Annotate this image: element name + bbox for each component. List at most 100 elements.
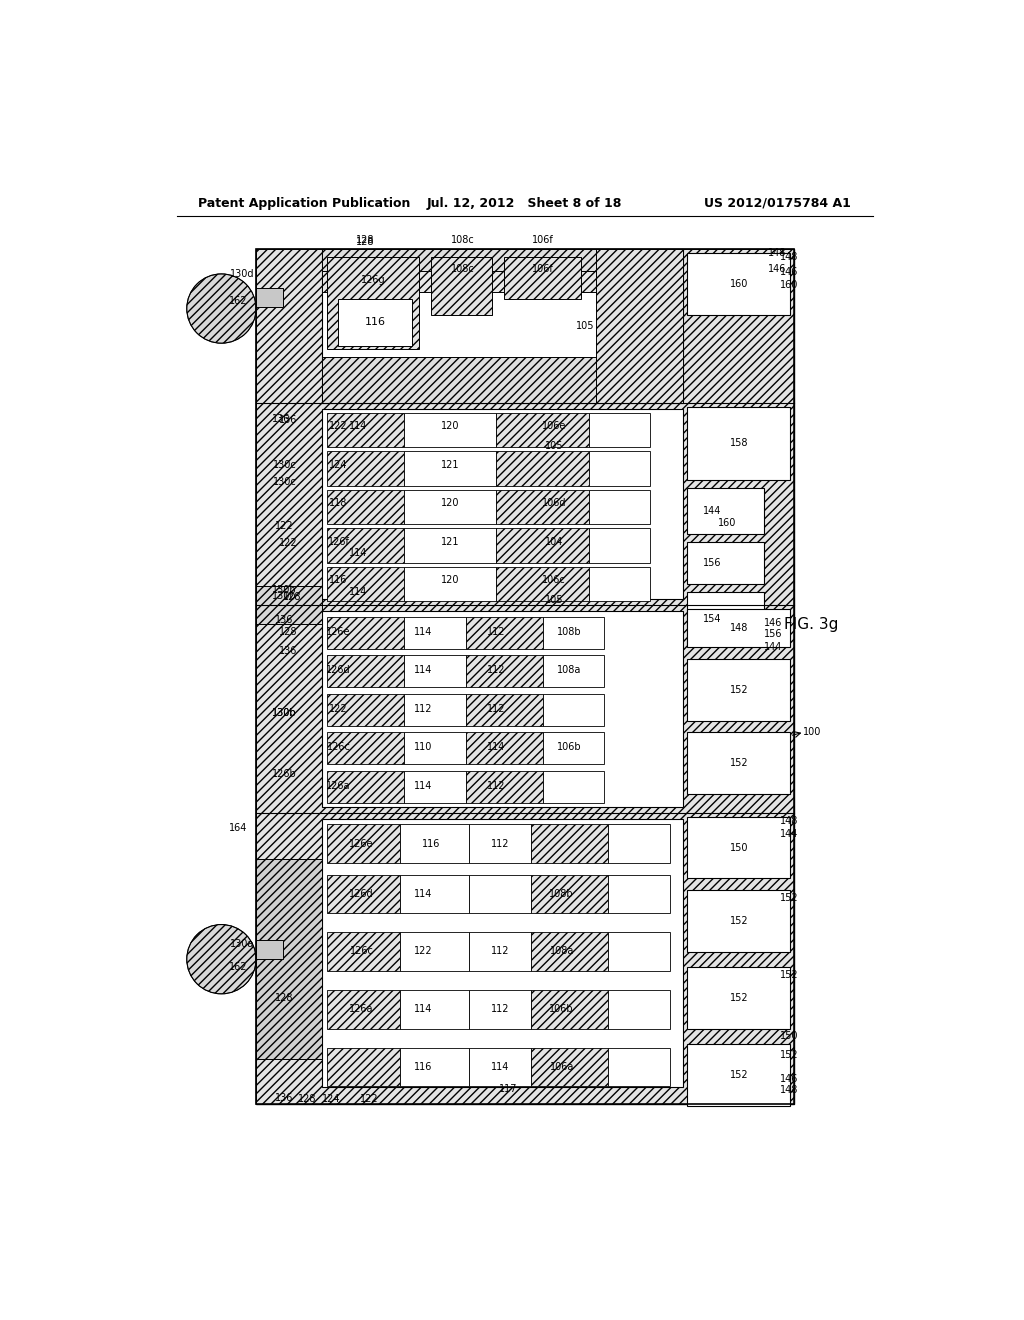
Bar xyxy=(256,586,322,624)
Bar xyxy=(322,818,683,1088)
Text: 150: 150 xyxy=(779,1031,798,1041)
Bar xyxy=(686,543,764,585)
Text: 130a: 130a xyxy=(230,939,254,949)
Bar xyxy=(469,932,531,970)
Bar xyxy=(256,249,795,1104)
Text: 104: 104 xyxy=(545,537,563,546)
Text: 112: 112 xyxy=(487,704,506,714)
Text: 162: 162 xyxy=(229,296,248,306)
Text: FIG. 3g: FIG. 3g xyxy=(783,616,838,632)
Bar xyxy=(256,249,795,1104)
Text: 126a: 126a xyxy=(327,781,350,791)
Text: 130b: 130b xyxy=(272,708,297,718)
Text: 112: 112 xyxy=(487,665,506,676)
Text: 136: 136 xyxy=(280,647,298,656)
Text: 126d: 126d xyxy=(327,665,351,676)
Text: 112: 112 xyxy=(490,946,509,957)
Text: 112: 112 xyxy=(487,781,506,791)
Text: 146: 146 xyxy=(768,264,786,273)
Text: 152: 152 xyxy=(779,1051,799,1060)
Bar xyxy=(686,407,791,480)
Text: 128: 128 xyxy=(280,627,298,638)
Bar xyxy=(403,451,497,486)
Bar xyxy=(327,566,403,601)
Bar xyxy=(256,813,795,1104)
Bar xyxy=(543,616,604,649)
Text: 148: 148 xyxy=(768,248,786,259)
Text: 112: 112 xyxy=(487,627,506,638)
Bar xyxy=(543,733,604,764)
Bar xyxy=(686,1044,791,1105)
Bar xyxy=(327,655,403,688)
Text: 144: 144 xyxy=(764,643,782,652)
Text: 120: 120 xyxy=(441,499,460,508)
Text: 156: 156 xyxy=(764,630,782,639)
Bar xyxy=(403,412,497,447)
Text: 122: 122 xyxy=(360,1094,379,1105)
Text: 124: 124 xyxy=(322,1094,340,1105)
Text: 148: 148 xyxy=(779,816,798,825)
Text: 108c: 108c xyxy=(452,264,475,273)
Text: 136: 136 xyxy=(275,1093,294,1102)
Text: 126e: 126e xyxy=(327,627,350,638)
Text: 108b: 108b xyxy=(550,888,574,899)
Bar xyxy=(403,693,466,726)
Text: 128: 128 xyxy=(356,235,375,246)
Bar xyxy=(327,616,403,649)
Text: 152: 152 xyxy=(729,993,749,1003)
Text: 112: 112 xyxy=(490,1005,509,1014)
Bar xyxy=(403,771,466,803)
Text: 122: 122 xyxy=(275,521,294,532)
Text: 136: 136 xyxy=(280,416,298,425)
Bar xyxy=(400,874,469,913)
Bar xyxy=(339,300,412,346)
Bar xyxy=(686,966,791,1028)
Text: 116: 116 xyxy=(330,576,347,585)
Bar xyxy=(400,1048,469,1086)
Bar xyxy=(469,825,531,863)
Bar xyxy=(543,655,604,688)
Bar xyxy=(531,1048,608,1086)
Text: 116: 116 xyxy=(422,838,440,849)
Bar xyxy=(256,404,795,605)
Text: 146: 146 xyxy=(779,268,798,277)
Text: 106c: 106c xyxy=(542,576,566,585)
Text: 136: 136 xyxy=(271,413,290,424)
Text: 148: 148 xyxy=(779,252,798,261)
Text: 106d: 106d xyxy=(542,499,566,508)
Text: US 2012/0175784 A1: US 2012/0175784 A1 xyxy=(705,197,851,210)
Bar xyxy=(327,1048,400,1086)
Text: 126c: 126c xyxy=(349,946,374,957)
Text: 106e: 106e xyxy=(542,421,566,432)
Bar xyxy=(322,249,683,404)
Bar xyxy=(322,358,683,404)
Text: 130d: 130d xyxy=(230,269,254,279)
Text: 164: 164 xyxy=(229,824,248,833)
Text: 114: 114 xyxy=(414,1005,432,1014)
Bar xyxy=(589,451,650,486)
Bar xyxy=(497,566,589,601)
Bar xyxy=(608,990,670,1028)
Text: 121: 121 xyxy=(441,459,460,470)
Text: 160: 160 xyxy=(779,280,798,290)
Bar xyxy=(403,490,497,524)
Text: 114: 114 xyxy=(414,627,432,638)
Text: 136: 136 xyxy=(275,615,294,626)
Bar xyxy=(327,733,403,764)
Text: 106f: 106f xyxy=(532,264,554,273)
Bar xyxy=(686,733,791,793)
Text: 146: 146 xyxy=(779,1073,798,1084)
Bar xyxy=(686,890,791,952)
Bar xyxy=(322,271,683,293)
Text: 146: 146 xyxy=(764,618,782,628)
Text: 117: 117 xyxy=(499,1084,517,1093)
Text: 120: 120 xyxy=(441,576,460,585)
Text: 126g: 126g xyxy=(360,275,385,285)
Bar xyxy=(256,940,283,960)
Text: 158: 158 xyxy=(730,438,749,449)
Bar xyxy=(608,874,670,913)
Bar xyxy=(531,932,608,970)
Text: 126e: 126e xyxy=(349,838,374,849)
Bar xyxy=(466,693,543,726)
Bar xyxy=(431,257,493,314)
